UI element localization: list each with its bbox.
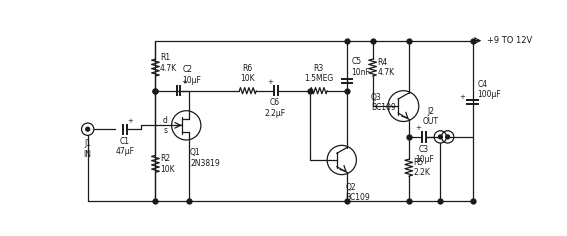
Text: +: + [416,126,421,131]
Circle shape [86,127,90,131]
Text: +: + [268,79,274,85]
Text: R6
10K: R6 10K [240,63,255,83]
Text: J2
OUT: J2 OUT [423,107,439,126]
Text: C5
10nF: C5 10nF [352,57,370,77]
Text: d: d [162,116,167,125]
Text: R5
2.2K: R5 2.2K [413,158,430,177]
Circle shape [438,135,442,139]
Text: R2
10K: R2 10K [160,154,175,173]
Text: C2
10μF: C2 10μF [183,65,201,84]
Text: Q3
BC109: Q3 BC109 [371,93,396,112]
Text: Q2
BC109: Q2 BC109 [346,183,370,202]
Text: +: + [459,93,465,100]
Text: J1
IN: J1 IN [84,139,92,159]
Circle shape [446,135,450,139]
Text: +9 TO 12V: +9 TO 12V [486,36,532,45]
Text: C1
47μF: C1 47μF [115,137,134,156]
Text: +: + [181,79,187,85]
Text: C6
2.2μF: C6 2.2μF [264,98,285,118]
Text: R4
4.7K: R4 4.7K [377,58,394,77]
Text: C4
100μF: C4 100μF [477,80,501,99]
Text: R1
4.7K: R1 4.7K [160,53,177,73]
Text: +: + [128,118,133,124]
Text: Q1
2N3819: Q1 2N3819 [190,148,220,168]
Text: s: s [163,126,167,135]
Text: R3
1.5MEG: R3 1.5MEG [304,63,333,83]
Text: C3
10μF: C3 10μF [414,145,434,164]
